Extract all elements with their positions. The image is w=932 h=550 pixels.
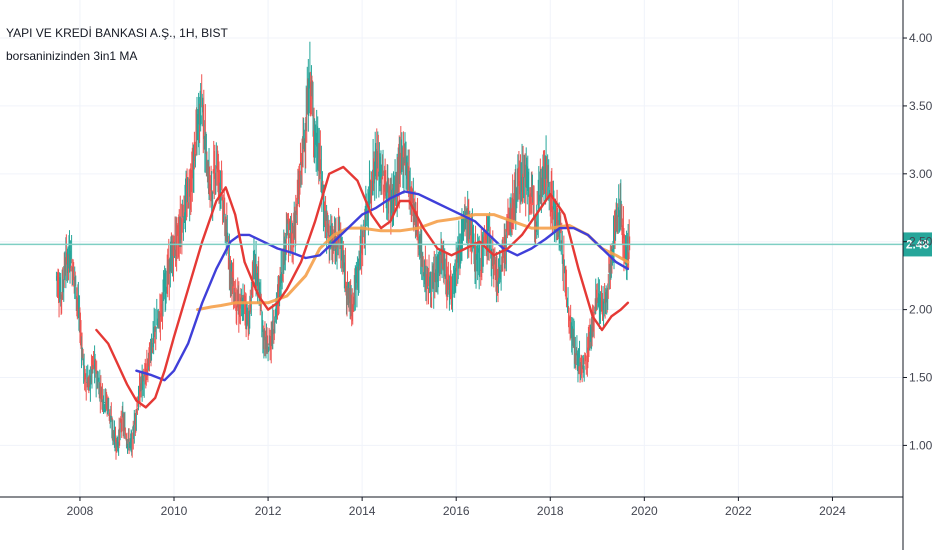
y-tick-label: 2.00 bbox=[909, 303, 932, 317]
x-tick-label: 2018 bbox=[537, 504, 564, 518]
ma-line-ma-slow bbox=[196, 213, 630, 312]
y-tick-label: 1.00 bbox=[909, 438, 932, 452]
x-tick-label: 2014 bbox=[349, 504, 376, 518]
moving-averages bbox=[95, 165, 630, 409]
x-tick-label: 2020 bbox=[631, 504, 658, 518]
ma-line-ma-mid bbox=[135, 190, 630, 382]
legend: YAPI VE KREDİ BANKASI A.Ş., 1H, BIST bor… bbox=[6, 26, 228, 72]
grid bbox=[0, 0, 903, 497]
x-tick-label: 2012 bbox=[255, 504, 282, 518]
x-tick-label: 2010 bbox=[161, 504, 188, 518]
x-tick-label: 2024 bbox=[819, 504, 846, 518]
ma-line-ma-fast bbox=[95, 165, 630, 409]
x-tick-label: 2022 bbox=[725, 504, 752, 518]
y-tick-label: 3.00 bbox=[909, 167, 932, 181]
x-tick-label: 2016 bbox=[443, 504, 470, 518]
x-tick-label: 2008 bbox=[67, 504, 94, 518]
last-price-label: 2.48 bbox=[906, 237, 930, 251]
y-tick-label: 1.50 bbox=[909, 371, 932, 385]
price-bars bbox=[55, 41, 631, 460]
y-tick-label: 3.50 bbox=[909, 99, 932, 113]
symbol-title[interactable]: YAPI VE KREDİ BANKASI A.Ş., 1H, BIST bbox=[6, 26, 228, 40]
indicator-name[interactable]: borsaninizinden 3in1 MA bbox=[6, 49, 138, 63]
last-price-badge bbox=[903, 232, 932, 257]
y-tick-label: 2.50 bbox=[909, 235, 932, 249]
y-tick-label: 4.00 bbox=[909, 31, 932, 45]
